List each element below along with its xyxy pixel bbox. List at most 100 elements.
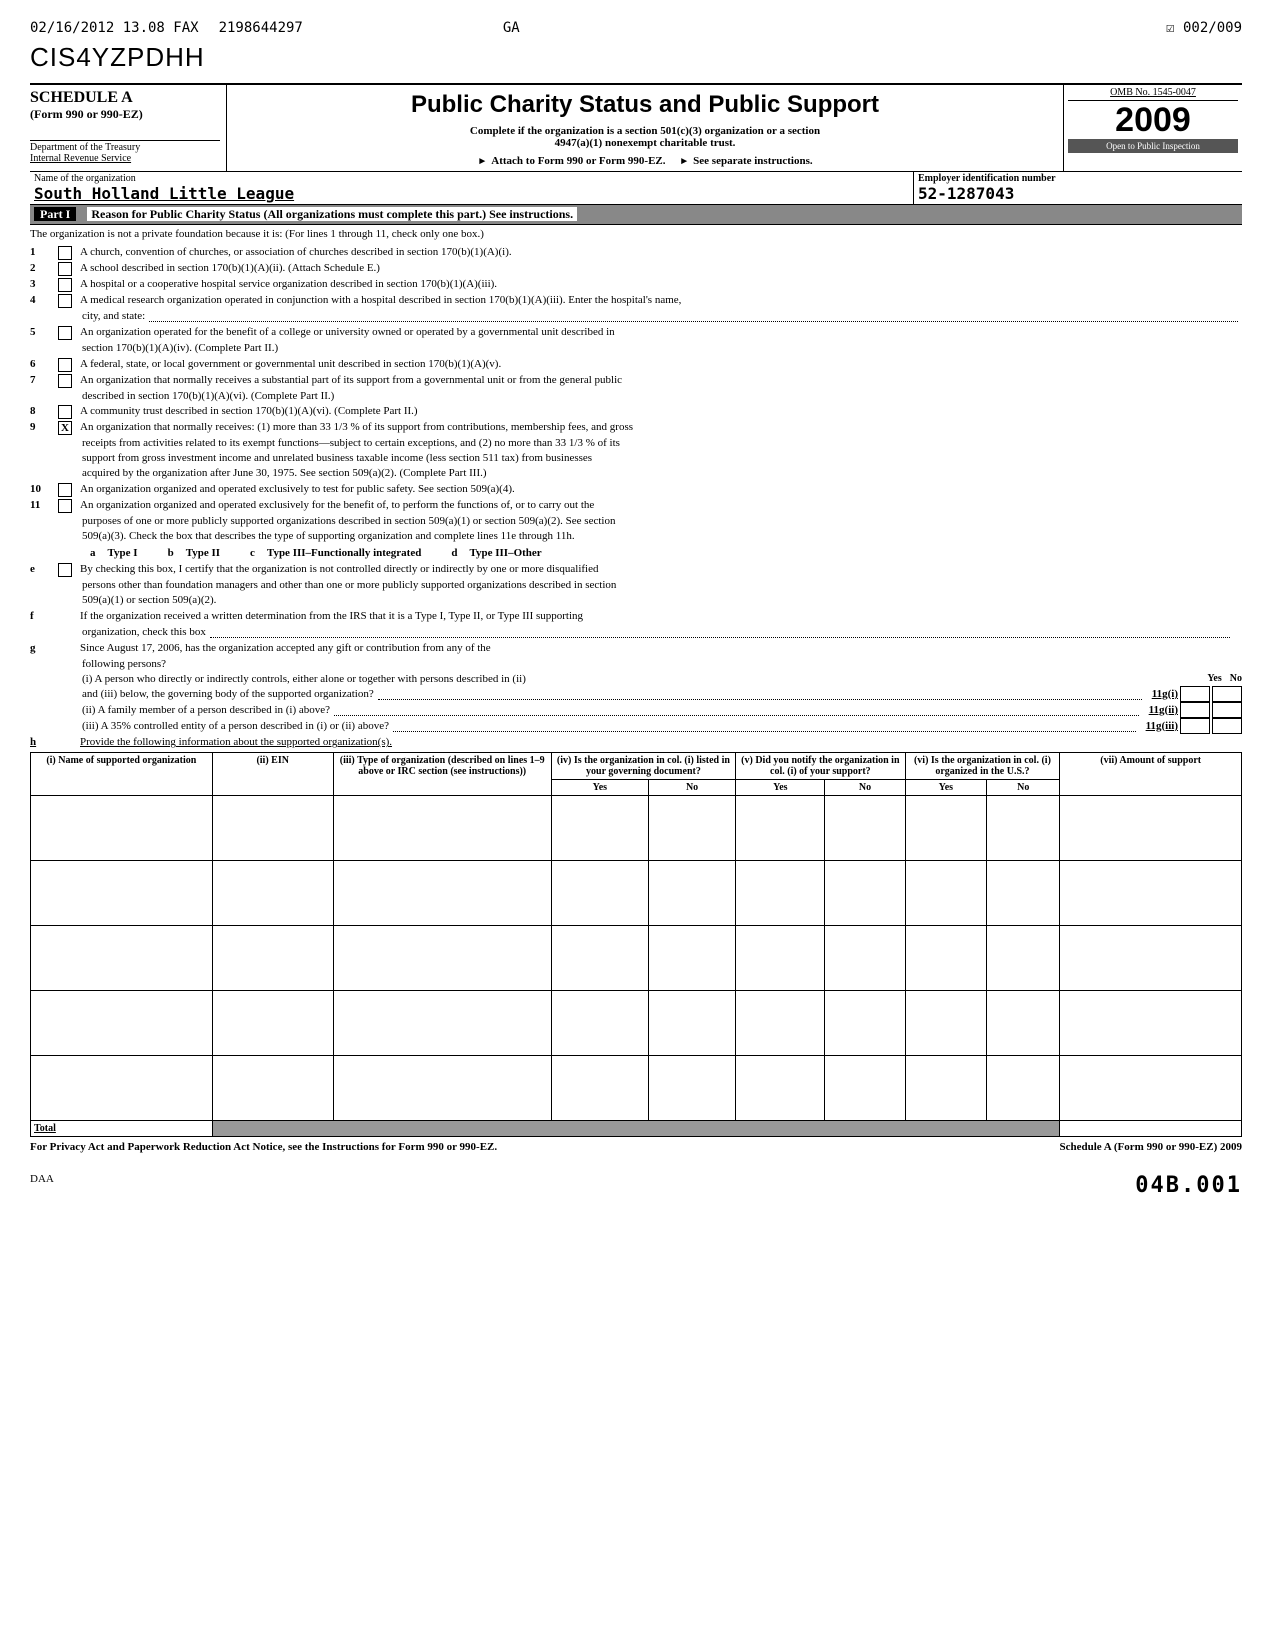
org-name: South Holland Little League [34, 184, 909, 203]
footer-right: Schedule A (Form 990 or 990-EZ) 2009 [1059, 1141, 1242, 1153]
checkbox-11[interactable] [58, 499, 72, 513]
checkbox-9[interactable]: X [58, 421, 72, 435]
line5b: section 170(b)(1)(A)(iv). (Complete Part… [30, 341, 1242, 356]
line5: An organization operated for the benefit… [80, 325, 1242, 340]
th-iii: (iii) Type of organization (described on… [333, 753, 551, 796]
see-text: See separate instructions. [679, 155, 812, 167]
line-h: Provide the following information about … [80, 735, 1242, 750]
th-i: (i) Name of supported organization [31, 753, 213, 796]
footer: For Privacy Act and Paperwork Reduction … [30, 1141, 1242, 1153]
line9c: support from gross investment income and… [30, 451, 1242, 466]
ref-gii: 11g(ii) [1149, 703, 1178, 718]
yn-gii-no[interactable] [1212, 702, 1242, 718]
line11c: 509(a)(3). Check the box that describes … [30, 529, 1242, 544]
line-fb: organization, check this box [82, 625, 206, 640]
part1-title: Reason for Public Charity Status (All or… [87, 207, 577, 221]
yn-gi-no[interactable] [1212, 686, 1242, 702]
ref-gi: 11g(i) [1152, 687, 1178, 702]
th-v: (v) Did you notify the organization in c… [736, 753, 905, 780]
line11b: purposes of one or more publicly support… [30, 514, 1242, 529]
checkbox-1[interactable] [58, 246, 72, 260]
irs-label: Internal Revenue Service [30, 153, 220, 164]
checkbox-10[interactable] [58, 483, 72, 497]
line8: A community trust described in section 1… [80, 404, 1242, 419]
org-name-label: Name of the organization [34, 173, 909, 184]
omb-number: OMB No. 1545-0047 [1068, 87, 1238, 101]
table-row [31, 926, 1242, 991]
checkbox-3[interactable] [58, 278, 72, 292]
tax-year: 2009 [1068, 103, 1238, 137]
line9: An organization that normally receives: … [80, 420, 1242, 435]
line4b: city, and state: [82, 309, 145, 324]
line7b: described in section 170(b)(1)(A)(vi). (… [30, 389, 1242, 404]
line3: A hospital or a cooperative hospital ser… [80, 277, 1242, 292]
th-ii: (ii) EIN [212, 753, 333, 796]
attach-text: Attach to Form 990 or Form 990-EZ. [477, 155, 665, 167]
form-header: SCHEDULE A (Form 990 or 990-EZ) Departme… [30, 85, 1242, 171]
checkbox-4[interactable] [58, 294, 72, 308]
table-row [31, 1056, 1242, 1121]
ref-giii: 11g(iii) [1146, 719, 1178, 734]
table-row [31, 861, 1242, 926]
checkbox-5[interactable] [58, 326, 72, 340]
part1-body: The organization is not a private founda… [30, 225, 1242, 750]
checkbox-7[interactable] [58, 374, 72, 388]
type-row: aType I bType II cType III–Functionally … [30, 546, 1242, 561]
line9d: acquired by the organization after June … [30, 466, 1242, 481]
doc-code: CIS4YZPDHH [30, 42, 1242, 73]
checkbox-6[interactable] [58, 358, 72, 372]
dept-label: Department of the Treasury [30, 140, 220, 153]
th-iv: (iv) Is the organization in col. (i) lis… [551, 753, 735, 780]
footer-left: For Privacy Act and Paperwork Reduction … [30, 1141, 497, 1153]
fax-datetime: 02/16/2012 13.08 FAX [30, 20, 199, 36]
checkbox-8[interactable] [58, 405, 72, 419]
table-row [31, 991, 1242, 1056]
open-inspection: Open to Public Inspection [1068, 139, 1238, 153]
fax-code: GA [503, 20, 520, 36]
line-f: If the organization received a written d… [80, 609, 1242, 624]
page-footer: DAA 04B.001 [30, 1173, 1242, 1198]
form-number: (Form 990 or 990-EZ) [30, 107, 220, 122]
line1: A church, convention of churches, or ass… [80, 245, 1242, 260]
sub2: 4947(a)(1) nonexempt charitable trust. [235, 137, 1055, 149]
fax-header: 02/16/2012 13.08 FAX 2198644297 GA ☑ 002… [30, 20, 1242, 36]
yn-gii-yes[interactable] [1180, 702, 1210, 718]
total-row: Total [31, 1121, 1242, 1137]
gi: (i) A person who directly or indirectly … [82, 672, 526, 687]
schedule-label: SCHEDULE A [30, 89, 220, 107]
line10: An organization organized and operated e… [80, 482, 1242, 497]
checkbox-11e[interactable] [58, 563, 72, 577]
checkbox-2[interactable] [58, 262, 72, 276]
page-number: 04B.001 [1135, 1173, 1242, 1198]
line11: An organization organized and operated e… [80, 498, 1242, 513]
form-title: Public Charity Status and Public Support [235, 91, 1055, 119]
gib: and (iii) below, the governing body of t… [82, 687, 374, 702]
gii: (ii) A family member of a person describ… [82, 703, 330, 718]
yn-gi-yes[interactable] [1180, 686, 1210, 702]
sub1: Complete if the organization is a sectio… [235, 125, 1055, 137]
line-gb: following persons? [30, 657, 1242, 672]
part1-header: Part I Reason for Public Charity Status … [30, 204, 1242, 225]
fax-page: ☑ 002/009 [1166, 20, 1242, 36]
daa-label: DAA [30, 1173, 54, 1198]
line9b: receipts from activities related to its … [30, 436, 1242, 451]
org-row: Name of the organization South Holland L… [30, 171, 1242, 204]
ein-label: Employer identification number [918, 173, 1238, 184]
line-eb: persons other than foundation managers a… [30, 578, 1242, 593]
yn-giii-yes[interactable] [1180, 718, 1210, 734]
line6: A federal, state, or local government or… [80, 357, 1242, 372]
ein-value: 52-1287043 [918, 184, 1238, 203]
support-table: (i) Name of supported organization (ii) … [30, 752, 1242, 1137]
fax-phone: 2198644297 [219, 20, 303, 36]
th-vii: (vii) Amount of support [1060, 753, 1242, 796]
line2: A school described in section 170(b)(1)(… [80, 261, 1242, 276]
line7: An organization that normally receives a… [80, 373, 1242, 388]
th-vi: (vi) Is the organization in col. (i) org… [905, 753, 1060, 780]
line-ec: 509(a)(1) or section 509(a)(2). [30, 593, 1242, 608]
intro: The organization is not a private founda… [30, 225, 1242, 244]
line-e: By checking this box, I certify that the… [80, 562, 1242, 577]
table-row [31, 796, 1242, 861]
line-g: Since August 17, 2006, has the organizat… [80, 641, 1242, 656]
yn-giii-no[interactable] [1212, 718, 1242, 734]
part1-label: Part I [34, 207, 76, 221]
